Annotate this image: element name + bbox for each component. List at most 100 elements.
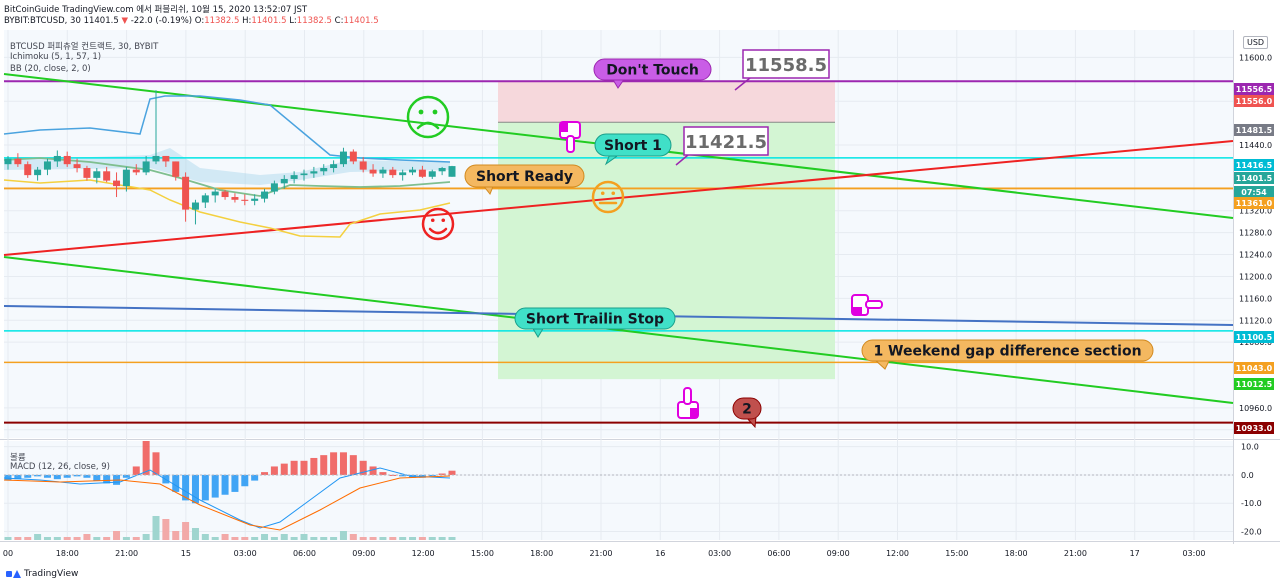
time-tick-label: 15 [181, 549, 191, 558]
macd-histogram-bar [330, 452, 338, 475]
price-tick-label: 11600.0 [1239, 53, 1272, 62]
price-note-11558-label: 11558.5 [745, 55, 827, 76]
price-tag-label: 11481.5 [1236, 126, 1273, 135]
price-note-11421-pointer [675, 154, 689, 166]
volume-bar [428, 537, 436, 540]
candle-body [379, 169, 387, 174]
macd-histogram-bar [211, 474, 219, 498]
price-tick-label: 11120.0 [1239, 316, 1272, 325]
pointing-hand-up-icon-finger [683, 387, 692, 405]
price-change: -22.0 (-0.19%) [130, 16, 193, 26]
symbol-ohlc-line: BYBIT:BTCUSD, 30 11401.5 ▼ -22.0 (-0.19%… [4, 16, 379, 26]
time-tick-label: 03:00 [708, 549, 731, 558]
time-tick-label: 21:00 [1064, 549, 1087, 558]
macd-histogram-bar [24, 474, 32, 478]
price-tag [1234, 378, 1274, 390]
macd-histogram-bar [132, 466, 140, 475]
volume-bar [43, 537, 51, 540]
price-tag-label: 11043.0 [1236, 364, 1273, 373]
price-tag-label: 11100.5 [1236, 333, 1273, 342]
time-tick-label: 15:00 [471, 549, 494, 558]
volume-bar [83, 534, 91, 540]
candle-body [320, 168, 328, 172]
volume-bar [448, 537, 456, 540]
time-tick-label: 00 [3, 549, 13, 558]
price-tag-label: 11416.5 [1236, 161, 1273, 170]
candle-body [93, 171, 101, 178]
macd-histogram-bar [103, 474, 111, 484]
legend-bb[interactable]: BB (20, close, 2, 0) [10, 64, 91, 74]
macd-histogram-bar [399, 474, 407, 477]
candle-body [359, 161, 367, 170]
candle-body [428, 171, 436, 177]
legend-volume[interactable]: 볼륨 [10, 453, 26, 463]
price-tick-label: 11440.0 [1239, 141, 1272, 150]
volume-bar [418, 537, 426, 540]
sad-face-icon [406, 95, 450, 139]
neutral-face-icon-eye [600, 191, 605, 196]
ichimoku-base [3, 157, 451, 197]
candle-body [4, 158, 12, 165]
sad-face-icon-eye [432, 109, 438, 115]
sad-face-icon-outline [406, 95, 450, 139]
neutral-face-icon [591, 180, 625, 214]
legend-macd[interactable]: MACD (12, 26, close, 9) [10, 462, 110, 472]
volume-bar [73, 537, 81, 540]
macd-signal-line [3, 475, 451, 531]
volume-bar [399, 537, 407, 540]
time-tick-label: 12:00 [886, 549, 909, 558]
price-tag-label: 10933.0 [1236, 424, 1273, 433]
macd-histogram-bar [428, 474, 436, 477]
bb-lower [3, 179, 451, 238]
legend-ichimoku[interactable]: Ichimoku (5, 1, 57, 1) [10, 52, 102, 62]
candle-body [73, 164, 81, 169]
candle-body [191, 202, 199, 210]
candle-body [438, 168, 446, 172]
volume-bar [211, 537, 219, 540]
time-tick-label: 06:00 [767, 549, 790, 558]
price-note-11421: 11421.5 [675, 126, 769, 166]
dont-touch-bubble-body [593, 58, 712, 81]
volume-bar [251, 537, 259, 540]
close-label: C: [334, 16, 344, 26]
publish-info: BitCoinGuide TradingView.com 에서 퍼블리쉬, 10… [4, 5, 308, 15]
price-tag-label: 11012.5 [1236, 380, 1273, 389]
short-ready-bubble-label: Short Ready [476, 169, 573, 185]
low-label: L: [289, 16, 297, 26]
price-note-11558: 11558.5 [734, 49, 830, 91]
volume-bar [320, 537, 328, 540]
candle-body [24, 164, 32, 176]
volume-bar [191, 528, 199, 540]
macd-histogram-bar [280, 463, 288, 475]
volume-bar [132, 537, 140, 540]
volume-bar [369, 537, 377, 540]
price-tick-label: 10960.0 [1239, 404, 1272, 413]
candle-body [211, 191, 219, 196]
macd-histogram-bar [251, 474, 259, 481]
macd-histogram-bar [290, 460, 298, 475]
currency-button[interactable]: USD [1243, 36, 1269, 49]
pointing-hand-up-icon [677, 387, 699, 419]
volume-bar [221, 534, 229, 540]
legend-symbol[interactable]: BTCUSD 퍼피츄얼 컨트랙트, 30, BYBIT [10, 42, 159, 52]
time-tick-label: 21:00 [115, 549, 138, 558]
short-trail-stop-bubble: Short Trailin Stop [514, 307, 676, 338]
volume-bar [379, 537, 387, 540]
time-tick-label: 12:00 [412, 549, 435, 558]
candle-body [83, 168, 91, 178]
macd-tick-label: -10.0 [1241, 499, 1262, 508]
price-tag [1234, 172, 1274, 184]
price-tick-label: 11200.0 [1239, 272, 1272, 281]
price-tag [1234, 95, 1274, 107]
candle-body [349, 151, 357, 162]
candle-body [399, 172, 407, 176]
candle-body [389, 169, 397, 176]
last-price: 11401.5 [83, 16, 119, 26]
tradingview-brand[interactable]: TradingView [6, 569, 78, 579]
macd-histogram-bar [34, 474, 42, 477]
candle-body [162, 155, 170, 162]
candle-body [231, 197, 239, 200]
candle-body [182, 176, 190, 210]
candle-body [122, 169, 130, 187]
